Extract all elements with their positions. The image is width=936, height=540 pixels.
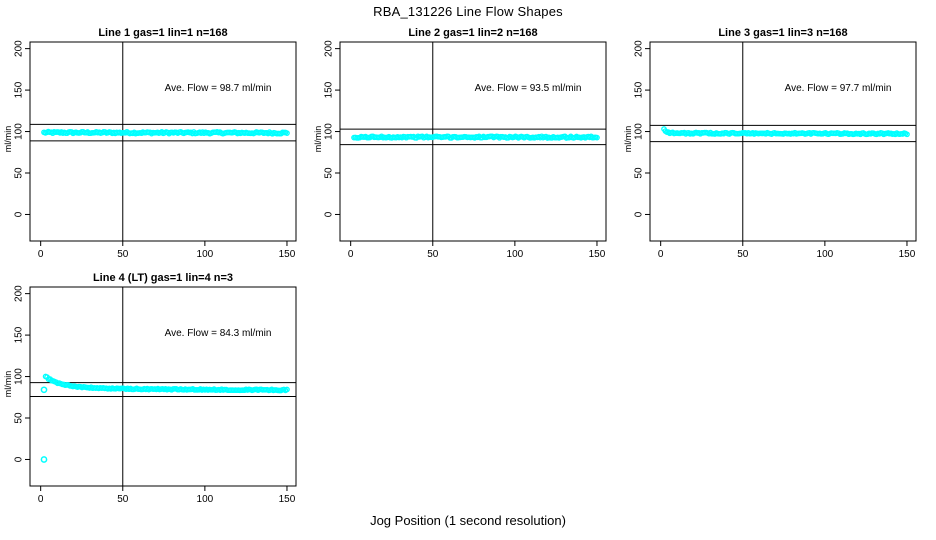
outlier-point — [40, 386, 48, 394]
x-tick-label: 0 — [38, 494, 44, 505]
y-tick-label: 150 — [634, 81, 645, 98]
x-tick-label: 150 — [279, 494, 296, 505]
subplot-line-3: Line 3 gas=1 lin=3 n=168 Ave. Flow = 97.… — [620, 26, 936, 271]
x-tick-label: 50 — [117, 249, 129, 260]
plot-box — [339, 41, 607, 242]
data-points — [351, 133, 600, 141]
x-tick-label: 50 — [117, 494, 129, 505]
flow-point — [284, 130, 290, 136]
page-title: RBA_131226 Line Flow Shapes — [373, 4, 563, 19]
x-tick-label: 150 — [589, 249, 606, 260]
x-tick-label: 150 — [899, 249, 916, 260]
x-tick-label: 50 — [737, 249, 749, 260]
data-points — [41, 128, 290, 137]
subplot-title: Line 1 gas=1 lin=1 n=168 — [98, 27, 228, 39]
flow-point — [284, 386, 290, 393]
flow-point — [594, 134, 600, 141]
x-axis-label: Jog Position (1 second resolution) — [370, 513, 566, 528]
y-tick-label: 0 — [14, 456, 25, 462]
y-tick-label: 50 — [324, 167, 335, 179]
y-tick-label: 200 — [14, 285, 25, 302]
y-tick-label: 50 — [634, 167, 645, 179]
data-points — [40, 373, 290, 463]
y-tick-label: 200 — [634, 40, 645, 57]
data-points — [661, 126, 910, 138]
ave-flow-annotation: Ave. Flow = 93.5 ml/min — [474, 83, 582, 94]
plot-canvas: 0 50 100 150 0 50 100 150 200 — [14, 40, 297, 260]
y-tick-label: 0 — [14, 211, 25, 217]
x-tick-label: 0 — [658, 249, 664, 260]
plot-canvas: 0 50 100 150 0 50 100 150 200 — [634, 40, 917, 260]
ave-flow-annotation: Ave. Flow = 84.3 ml/min — [164, 328, 272, 339]
y-tick-label: 0 — [634, 211, 645, 217]
y-tick-label: 150 — [14, 326, 25, 343]
y-tick-label: 50 — [14, 412, 25, 424]
subplot-line-2: Line 2 gas=1 lin=2 n=168 Ave. Flow = 93.… — [310, 26, 626, 271]
y-tick-label: 200 — [324, 40, 335, 57]
y-tick-label: 50 — [14, 167, 25, 179]
subplot-line-4: Line 4 (LT) gas=1 lin=4 n=3 Ave. Flow = … — [0, 271, 316, 516]
subplot-title: Line 3 gas=1 lin=3 n=168 — [718, 27, 848, 39]
ave-flow-annotation: Ave. Flow = 98.7 ml/min — [164, 83, 272, 94]
y-tick-label: 100 — [324, 123, 335, 140]
x-tick-label: 150 — [279, 249, 296, 260]
subplot-title: Line 4 (LT) gas=1 lin=4 n=3 — [92, 272, 234, 284]
x-tick-label: 100 — [507, 249, 524, 260]
x-tick-label: 100 — [197, 249, 214, 260]
x-tick-label: 50 — [427, 249, 439, 260]
y-tick-label: 200 — [14, 40, 25, 57]
outlier-point — [40, 456, 48, 463]
y-tick-label: 0 — [324, 211, 335, 217]
plot-canvas: 0 50 100 150 0 50 100 150 200 — [324, 40, 607, 260]
flow-point — [904, 131, 910, 138]
plot-canvas: 0 50 100 150 0 50 100 150 200 — [14, 285, 297, 505]
ave-flow-annotation: Ave. Flow = 97.7 ml/min — [784, 83, 892, 94]
y-tick-label: 100 — [634, 123, 645, 140]
x-tick-label: 0 — [348, 249, 354, 260]
y-tick-label: 100 — [14, 123, 25, 140]
x-tick-label: 100 — [817, 249, 834, 260]
x-tick-label: 100 — [197, 494, 214, 505]
plot-box — [29, 41, 297, 242]
y-tick-label: 150 — [324, 81, 335, 98]
y-tick-label: 100 — [14, 368, 25, 385]
subplot-line-1: Line 1 gas=1 lin=1 n=168 Ave. Flow = 98.… — [0, 26, 316, 271]
y-tick-label: 150 — [14, 81, 25, 98]
plot-box — [649, 41, 917, 242]
subplot-title: Line 2 gas=1 lin=2 n=168 — [408, 27, 538, 39]
plot-box — [29, 286, 297, 487]
x-tick-label: 0 — [38, 249, 44, 260]
